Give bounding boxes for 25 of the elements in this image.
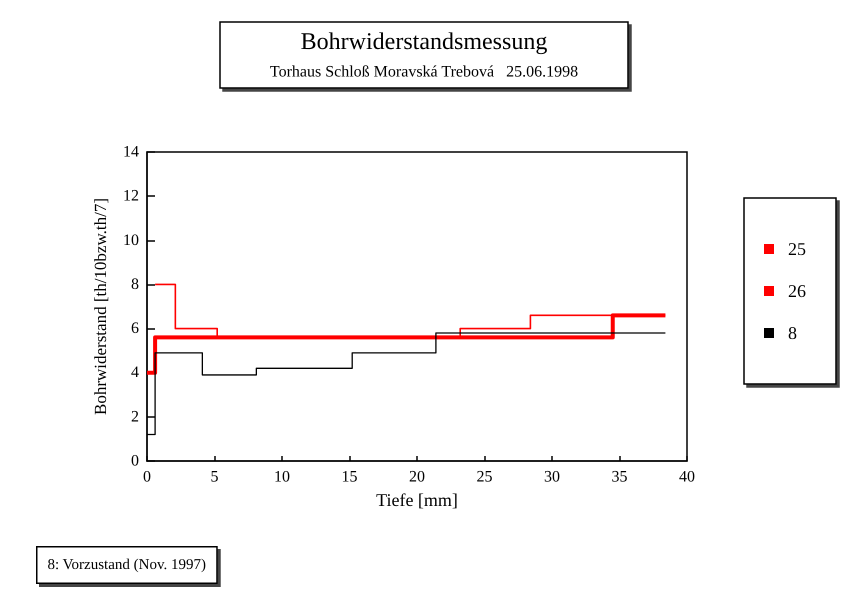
y-tick-label: 10 (123, 232, 139, 249)
x-tick-label: 5 (210, 468, 218, 486)
y-tick-label: 2 (131, 408, 139, 426)
text: 8: Vorzustand (Nov. 1997) (48, 557, 206, 573)
y-tick-label: 8 (131, 276, 139, 293)
x-tick-label: 0 (143, 468, 151, 486)
y-axis-title: Bohrwiderstand [th/10bzw.th/7] (91, 198, 110, 416)
y-tick-label: 6 (131, 320, 139, 338)
x-tick-label: 15 (342, 468, 358, 486)
x-tick-label: 20 (409, 468, 425, 486)
y-tick-label: 14 (123, 144, 139, 160)
chart-title: Bohrwiderstandsmessung (300, 29, 548, 55)
x-tick-label: 40 (679, 468, 695, 486)
y-tick-label: 12 (123, 188, 139, 205)
legend-label: 26 (788, 281, 806, 301)
x-tick-label: 25 (476, 468, 492, 486)
x-tick-label: 30 (544, 468, 560, 486)
chart-subtitle: Torhaus Schloß Moravská Trebová 25.06.1998 (270, 64, 578, 80)
x-tick-label: 10 (274, 468, 290, 486)
y-tick-label: 0 (131, 452, 139, 470)
legend-label: 25 (788, 239, 806, 259)
y-tick-label: 4 (131, 364, 139, 382)
legend-label: 8 (788, 323, 797, 343)
x-tick-label: 35 (612, 468, 628, 486)
x-axis-title: Tiefe [mm] (376, 490, 458, 510)
